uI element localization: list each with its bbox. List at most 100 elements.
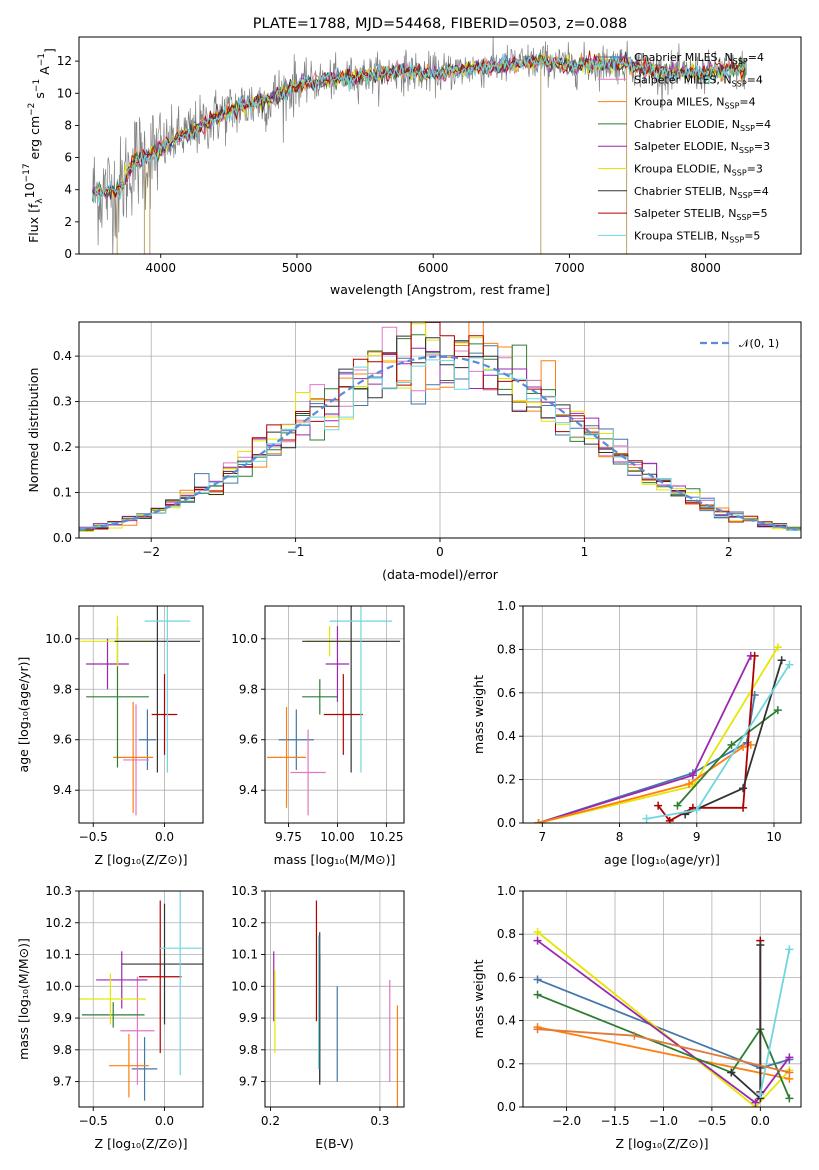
y-tick-label: 9.4	[53, 783, 72, 797]
y-tick-label: 10.2	[231, 916, 258, 930]
error-bar-point	[108, 1033, 149, 1098]
y-tick-label: 0.8	[497, 927, 516, 941]
series-marker	[785, 1068, 794, 1077]
series-marker	[685, 779, 694, 788]
model-spectrum	[92, 51, 747, 200]
y-tick-label: 10.3	[231, 884, 258, 898]
x-tick-label: 8000	[690, 261, 721, 275]
x-tick-label: 10.25	[369, 830, 403, 844]
axes-frame	[78, 36, 802, 255]
y-tick-label: 9.8	[239, 682, 258, 696]
y-tick-label: 0.0	[497, 816, 516, 830]
y-tick-label: 0.3	[53, 395, 72, 409]
mass-vs-Z-plot-area	[79, 891, 203, 1101]
weight-vs-age-plot-area	[534, 643, 794, 823]
x-tick-label: 10.00	[320, 830, 354, 844]
axes-frame	[78, 321, 802, 539]
weight-series	[681, 656, 786, 819]
y-tick-label: 4	[64, 183, 72, 197]
series-marker	[654, 801, 663, 810]
error-bar-point	[121, 903, 203, 1025]
series-marker	[533, 936, 542, 945]
series-marker	[642, 814, 651, 823]
error-bar-point	[131, 1037, 158, 1101]
x-tick-label: 4000	[145, 261, 176, 275]
error-bar-point	[96, 951, 148, 1009]
x-tick-label: 0.0	[155, 830, 174, 844]
x-tick-label: 0.3	[370, 1114, 389, 1128]
weight-series	[727, 941, 765, 1103]
weight-vs-Z-panel: −2.0 −1.5 −1.0 −0.5 0.0 0.0 0.2 0.4 0.6 0.8 1.0 Z […	[471, 884, 802, 1151]
x-tick-label: −0.5	[697, 1114, 726, 1128]
y-tick-label: 10.0	[231, 979, 258, 993]
legend-entry: Kroupa STELIB, NSSP=5	[634, 229, 760, 244]
series-marker	[756, 1090, 765, 1099]
error-bar-point	[266, 706, 307, 808]
age-vs-mass-panel: 9.75 10.00 10.25 9.4 9.6 9.8 10.0 mass [log₁₀(M…	[231, 605, 405, 867]
y-axis-label: mass weight	[471, 675, 486, 754]
error-bar-point	[120, 976, 155, 1085]
series-marker	[533, 990, 542, 999]
legend-entry: Chabrier MILES, NSSP=4	[634, 51, 764, 66]
series-marker	[773, 643, 782, 652]
y-tick-label: 10.0	[45, 979, 72, 993]
weight-vs-Z-plot-area	[533, 928, 794, 1107]
series-marker	[739, 784, 748, 793]
y-tick-label: 0.1	[53, 486, 72, 500]
x-tick-label: −1	[287, 545, 305, 559]
series-marker	[739, 743, 748, 752]
error-bar-point	[151, 674, 178, 755]
y-tick-label: 0.4	[53, 349, 72, 363]
x-tick-label: 0	[436, 545, 444, 559]
error-bar-point	[86, 638, 129, 690]
weight-series	[756, 945, 794, 1099]
x-tick-label: 7000	[554, 261, 585, 275]
y-tick-label: 0.2	[497, 1057, 516, 1071]
y-tick-label: 9.9	[53, 1011, 72, 1025]
series-marker	[533, 1025, 542, 1034]
error-bar-point	[158, 891, 202, 1076]
series-marker	[665, 816, 674, 823]
x-axis-label: Z [log₁₀(Z/Z⊙)]	[95, 1136, 188, 1151]
spectrum-legend: Chabrier MILES, NSSP=4 Salpeter MILES, NS…	[598, 51, 771, 244]
y-tick-label: 9.4	[239, 783, 258, 797]
y-axis-label: Flux [fλ10−17 erg cm−2 s−1 A−1]	[22, 48, 57, 243]
y-axis-label: age [log₁₀(age/yr)]	[16, 657, 31, 773]
x-tick-label: 0.2	[261, 1114, 280, 1128]
series-marker	[727, 1068, 736, 1077]
x-tick-label: 5000	[282, 261, 313, 275]
y-tick-label: 0.8	[497, 642, 516, 656]
series-marker	[688, 771, 697, 780]
y-tick-label: 9.8	[53, 682, 72, 696]
error-bar-point	[113, 701, 154, 813]
y-axis-label: mass weight	[471, 959, 486, 1038]
x-axis-label: age [log₁₀(age/yr)]	[604, 852, 720, 867]
series-marker	[785, 1053, 794, 1062]
x-axis-label: mass [log₁₀(M/M⊙)]	[274, 852, 396, 867]
x-axis-label: (data-model)/error	[382, 567, 499, 582]
y-tick-label: 0.4	[497, 729, 516, 743]
y-tick-label: 1.0	[497, 884, 516, 898]
x-tick-label: 0.0	[751, 1114, 770, 1128]
y-tick-label: 0.6	[497, 970, 516, 984]
x-tick-label: 8	[616, 830, 624, 844]
mass-vs-EBV-panel: 0.2 0.3 9.7 9.8 9.9 10.0 10.1 10.2 10.3 E(B-V)	[231, 884, 405, 1151]
residuals-panel: −2 −1 0 1 2 0.0 0.1 0.2 0.3 0.4 (data-model)/error…	[26, 321, 802, 582]
x-tick-label: 1	[581, 545, 589, 559]
error-bar-point	[123, 704, 149, 816]
spectrum-panel: 4000 5000 6000 7000 8000 0 2 4 6 8 10 12 PLATE=1788,…	[22, 16, 802, 297]
series-marker	[534, 819, 543, 823]
series-marker	[533, 928, 542, 937]
y-tick-label: 0	[64, 247, 72, 261]
series-marker	[739, 803, 748, 812]
x-tick-label: 6000	[418, 261, 449, 275]
series-marker	[751, 1098, 760, 1107]
residual-histogram	[79, 335, 801, 530]
y-tick-label: 9.8	[239, 1043, 258, 1057]
axes-frame	[264, 605, 405, 824]
error-bar-point	[144, 606, 191, 773]
y-tick-label: 10.1	[231, 948, 258, 962]
y-tick-label: 9.8	[53, 1043, 72, 1057]
error-bar-point	[302, 679, 338, 715]
normal-curve	[79, 355, 801, 532]
